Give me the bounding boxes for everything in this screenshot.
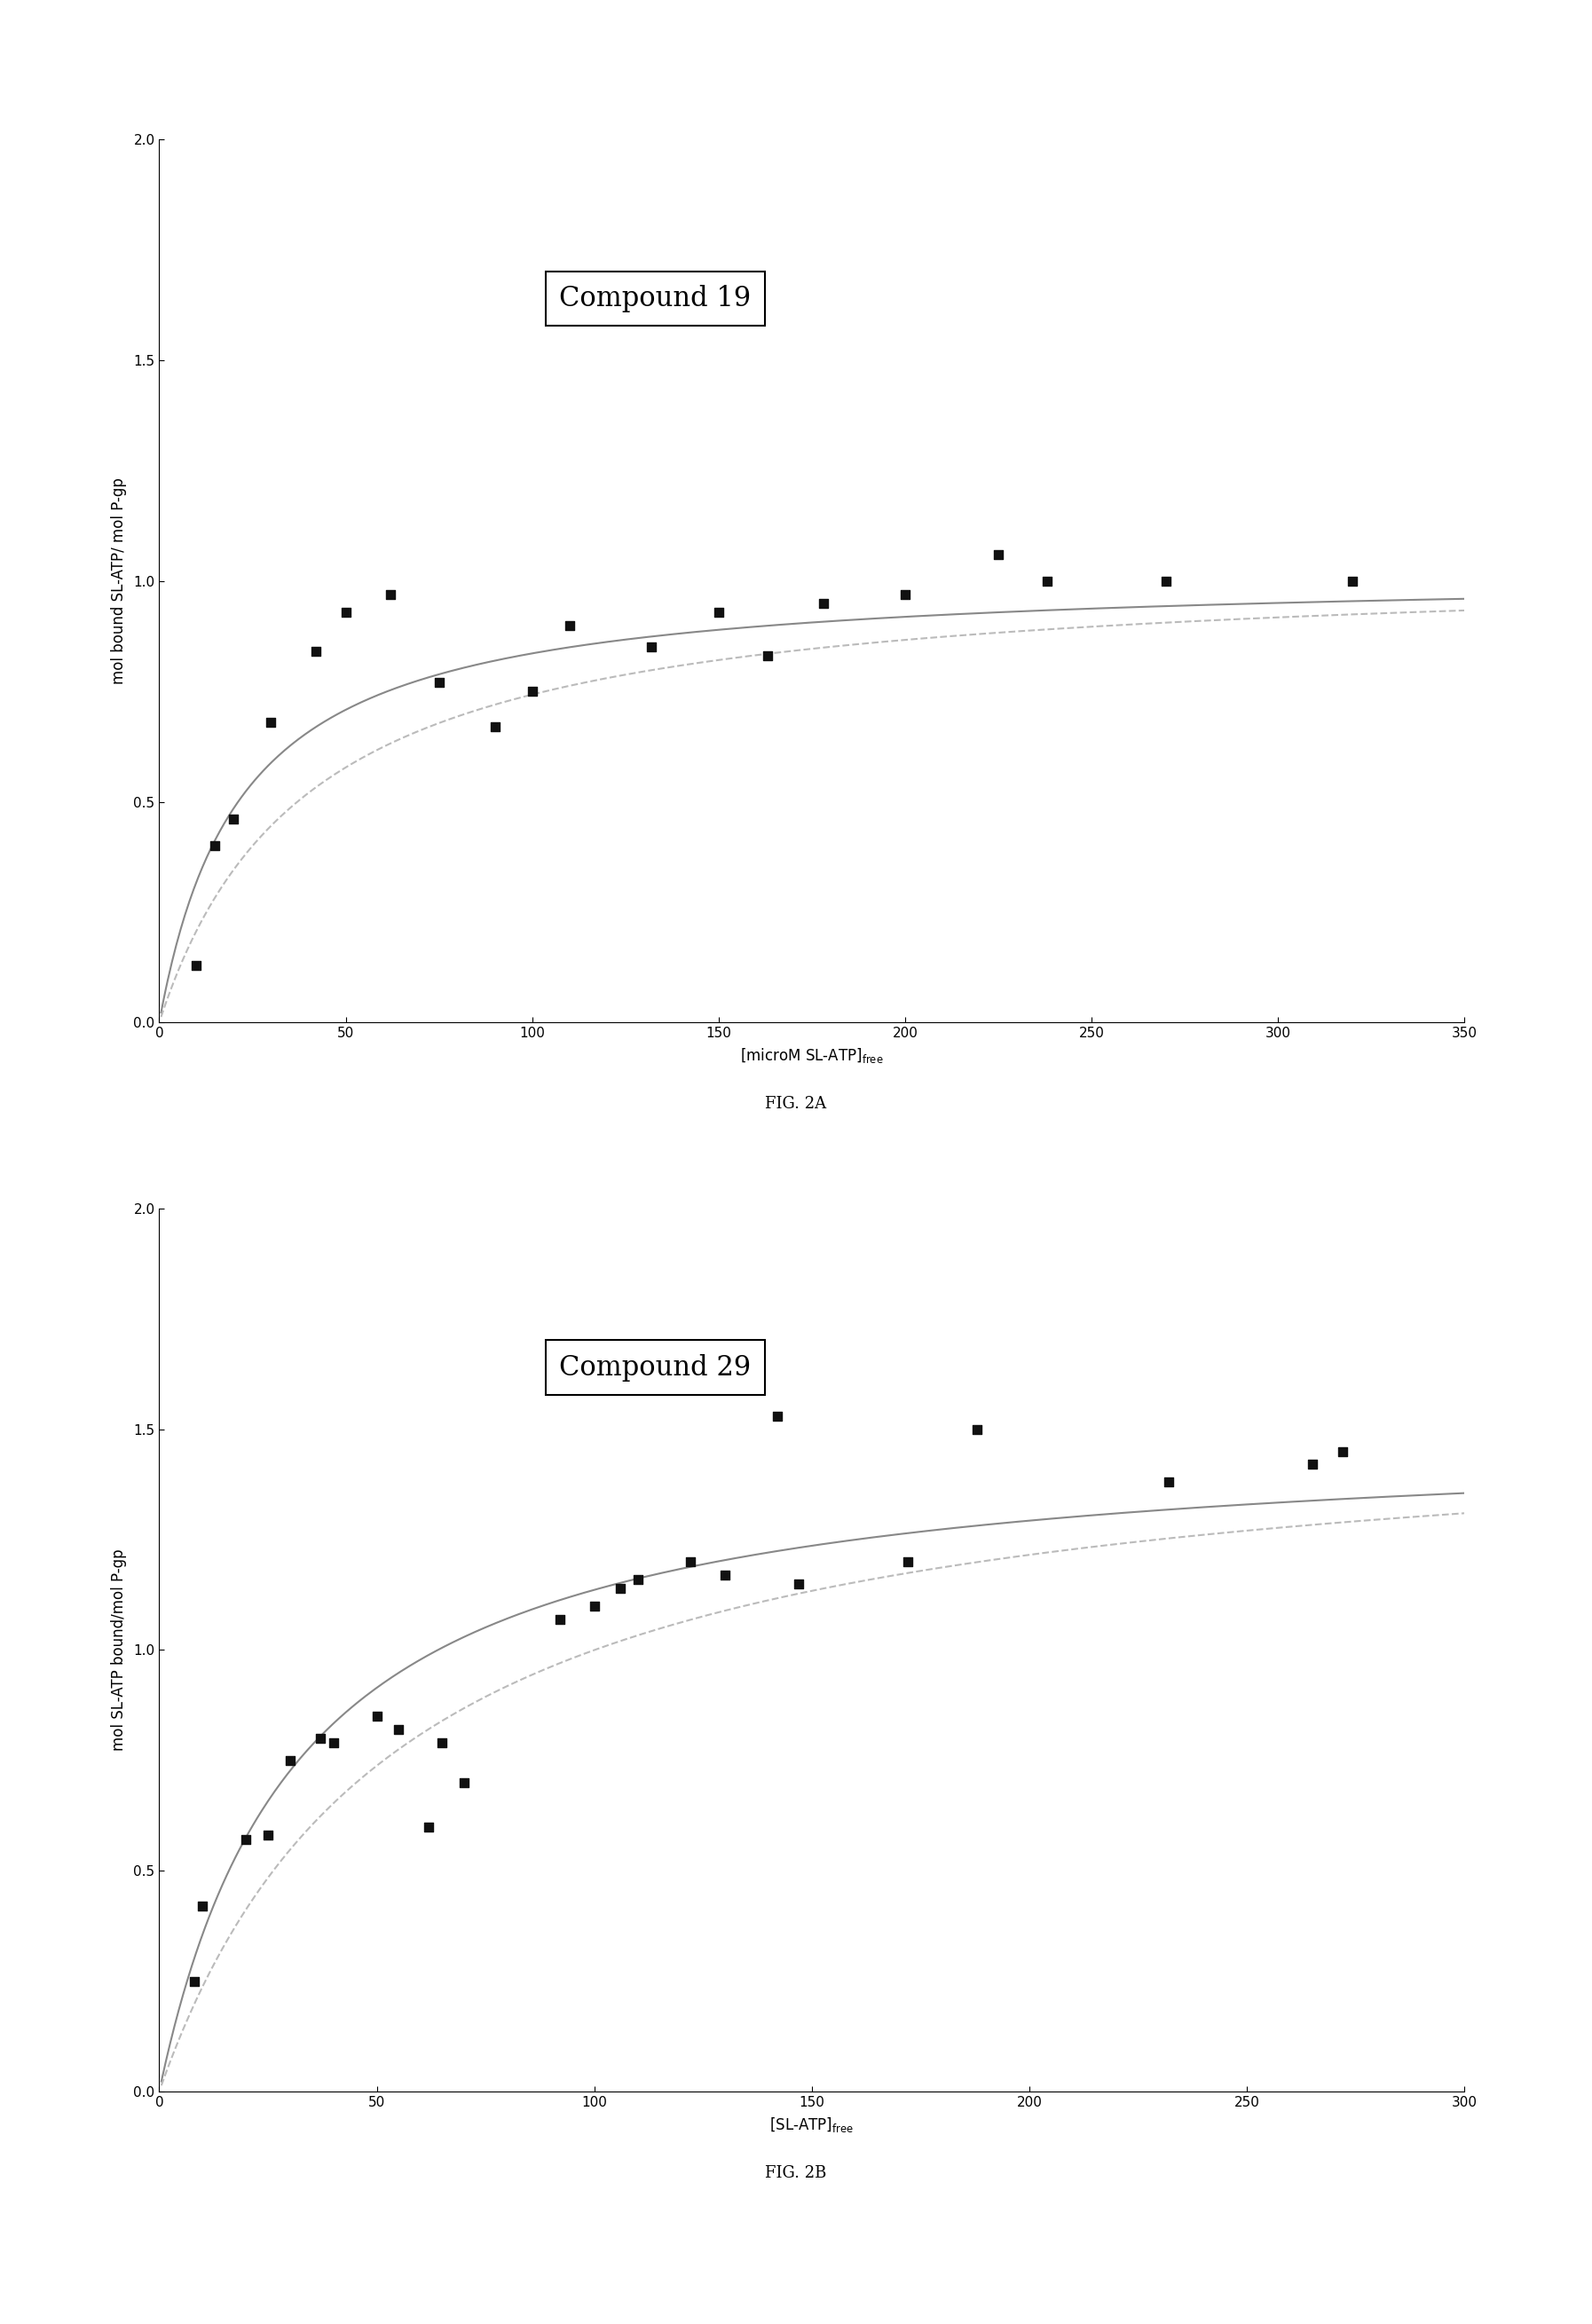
- Point: [377, 576, 403, 614]
- Point: [181, 1961, 207, 1999]
- Point: [202, 827, 228, 865]
- Point: [677, 1543, 702, 1580]
- Point: [427, 665, 452, 702]
- Point: [333, 593, 358, 630]
- Point: [626, 1562, 651, 1599]
- Y-axis label: mol bound SL-ATP/ mol P-gp: mol bound SL-ATP/ mol P-gp: [111, 479, 127, 683]
- Text: FIG. 2B: FIG. 2B: [766, 2166, 826, 2180]
- Point: [1299, 1446, 1325, 1483]
- Text: Compound 29: Compound 29: [559, 1353, 751, 1380]
- Point: [705, 593, 731, 630]
- Point: [557, 607, 583, 644]
- Point: [1035, 562, 1060, 600]
- Point: [965, 1411, 990, 1448]
- Point: [234, 1822, 259, 1859]
- Text: Compound 19: Compound 19: [559, 284, 751, 311]
- Point: [1156, 1464, 1181, 1501]
- Point: [712, 1557, 737, 1594]
- Point: [895, 1543, 920, 1580]
- Point: [183, 946, 209, 983]
- Point: [302, 632, 328, 669]
- Point: [546, 1601, 572, 1638]
- Point: [320, 1724, 345, 1762]
- Point: [1154, 562, 1180, 600]
- Point: [255, 1817, 280, 1855]
- Text: FIG. 2A: FIG. 2A: [766, 1097, 826, 1111]
- Point: [416, 1808, 441, 1845]
- Point: [258, 704, 283, 741]
- Point: [189, 1887, 215, 1924]
- Point: [810, 583, 836, 621]
- X-axis label: [SL-ATP]$_{\mathregular{free}}$: [SL-ATP]$_{\mathregular{free}}$: [771, 2115, 853, 2133]
- X-axis label: [microM SL-ATP]$_{\mathregular{free}}$: [microM SL-ATP]$_{\mathregular{free}}$: [740, 1046, 884, 1064]
- Point: [482, 709, 508, 746]
- Point: [638, 627, 664, 665]
- Point: [985, 537, 1011, 574]
- Point: [608, 1569, 634, 1606]
- Point: [1340, 562, 1366, 600]
- Point: [519, 674, 544, 711]
- Point: [1329, 1432, 1355, 1471]
- Point: [385, 1710, 411, 1748]
- Point: [221, 802, 247, 839]
- Point: [365, 1697, 390, 1734]
- Point: [307, 1720, 333, 1757]
- Point: [786, 1566, 812, 1604]
- Point: [581, 1587, 607, 1624]
- Point: [893, 576, 919, 614]
- Point: [277, 1743, 302, 1780]
- Point: [764, 1397, 790, 1434]
- Y-axis label: mol SL-ATP bound/mol P-gp: mol SL-ATP bound/mol P-gp: [111, 1550, 127, 1750]
- Point: [430, 1724, 455, 1762]
- Point: [755, 637, 780, 674]
- Point: [451, 1764, 476, 1801]
